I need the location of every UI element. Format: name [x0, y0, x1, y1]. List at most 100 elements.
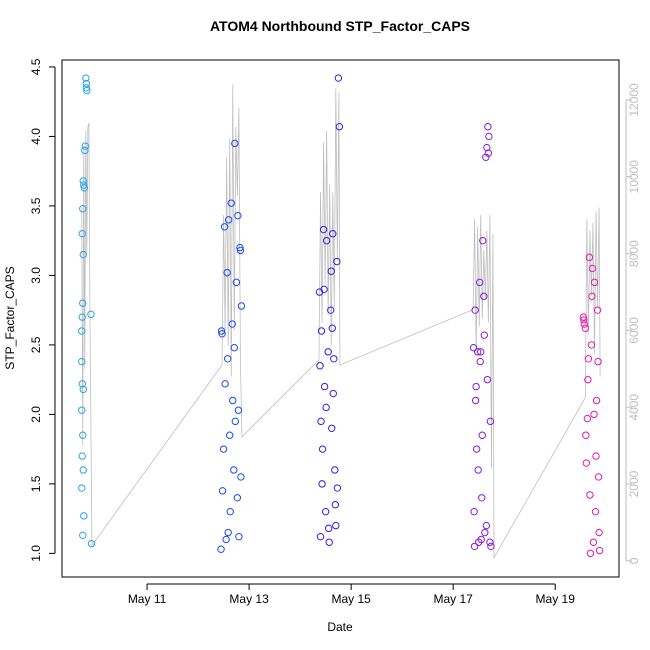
- point: [590, 410, 598, 419]
- point: [322, 236, 331, 245]
- point: [235, 532, 243, 541]
- point: [595, 528, 603, 537]
- point: [470, 507, 478, 516]
- point: [327, 306, 335, 314]
- point: [587, 341, 596, 349]
- point: [591, 507, 600, 516]
- point: [234, 406, 243, 414]
- point: [484, 149, 493, 157]
- point: [219, 445, 228, 453]
- point: [221, 380, 229, 388]
- point: [220, 223, 229, 231]
- plot-box: [61, 59, 620, 578]
- point: [586, 491, 594, 499]
- line-series: [81, 84, 601, 560]
- point: [325, 538, 333, 546]
- point: [231, 139, 239, 148]
- point: [231, 417, 240, 426]
- point: [487, 542, 495, 551]
- point: [581, 324, 590, 332]
- point: [229, 396, 237, 405]
- point: [594, 357, 602, 366]
- point: [232, 278, 241, 287]
- y2-tick-label: 8000: [627, 240, 641, 267]
- y2-tick-label: 0: [627, 557, 641, 564]
- point: [87, 539, 96, 548]
- point: [79, 250, 87, 259]
- point: [484, 123, 492, 131]
- point: [233, 494, 242, 502]
- point: [80, 181, 88, 189]
- point: [477, 535, 485, 544]
- y-axis-label: STP_Factor_CAPS: [3, 266, 17, 369]
- point: [322, 403, 330, 412]
- point: [334, 74, 343, 82]
- point: [480, 331, 489, 339]
- point: [324, 524, 333, 533]
- point: [483, 143, 491, 152]
- point: [332, 521, 340, 530]
- point: [474, 466, 482, 474]
- point: [222, 535, 230, 544]
- point: [79, 531, 87, 540]
- point: [335, 123, 344, 131]
- point: [478, 494, 486, 502]
- y2-tick-label: 12000: [627, 83, 641, 117]
- point: [588, 264, 597, 273]
- point: [224, 528, 232, 537]
- y-tick-label: 4.0: [29, 128, 43, 145]
- point: [80, 184, 88, 192]
- y-tick-label: 4.5: [29, 58, 43, 75]
- point: [471, 396, 480, 405]
- point: [331, 466, 339, 474]
- point: [472, 445, 481, 453]
- point: [78, 484, 86, 492]
- point: [584, 355, 593, 363]
- point: [477, 348, 485, 356]
- point: [317, 327, 326, 335]
- point: [582, 431, 590, 439]
- point: [483, 375, 492, 384]
- y-tick-label: 3.0: [29, 267, 43, 284]
- point: [316, 532, 325, 541]
- chart-title: ATOM4 Northbound STP_Factor_CAPS: [210, 18, 470, 34]
- point: [218, 330, 226, 338]
- point: [230, 343, 238, 352]
- y-tick-label: 2.0: [29, 406, 43, 423]
- point: [582, 459, 591, 467]
- point: [481, 528, 489, 537]
- point: [83, 86, 91, 95]
- x-tick-label: May 19: [536, 592, 576, 606]
- point: [234, 211, 242, 220]
- point: [218, 487, 227, 495]
- point: [82, 74, 90, 82]
- point: [237, 302, 246, 310]
- point: [79, 431, 87, 439]
- point: [486, 417, 495, 426]
- point: [236, 246, 245, 255]
- point: [319, 225, 328, 234]
- point: [320, 382, 329, 391]
- point: [472, 382, 480, 391]
- point: [78, 230, 86, 238]
- y-tick-label: 1.5: [29, 475, 43, 492]
- point: [228, 320, 236, 328]
- point: [583, 414, 592, 423]
- point: [328, 324, 336, 332]
- point: [230, 466, 238, 474]
- point: [331, 501, 340, 509]
- point: [328, 424, 336, 432]
- point: [81, 142, 90, 150]
- point: [579, 313, 587, 321]
- y2-tick-label: 10000: [627, 160, 641, 194]
- point: [78, 357, 86, 366]
- point: [316, 362, 324, 370]
- point: [592, 396, 601, 405]
- point: [486, 538, 494, 546]
- point: [485, 132, 493, 141]
- point: [82, 84, 91, 92]
- point: [588, 292, 596, 300]
- point: [78, 313, 86, 321]
